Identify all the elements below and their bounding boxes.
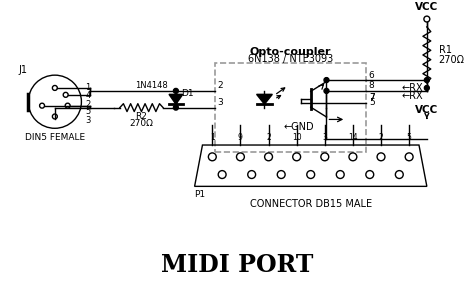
Text: 2: 2 <box>85 100 91 109</box>
Text: DIN5 FEMALE: DIN5 FEMALE <box>25 133 85 142</box>
Text: 2: 2 <box>379 133 383 142</box>
Text: 10: 10 <box>292 133 301 142</box>
Text: Opto-coupler: Opto-coupler <box>250 46 331 57</box>
Polygon shape <box>169 94 183 104</box>
Text: 5: 5 <box>407 133 411 142</box>
Text: 270Ω: 270Ω <box>438 55 465 65</box>
Text: 9: 9 <box>238 133 243 142</box>
Text: ←GND: ←GND <box>283 122 314 132</box>
Text: 14: 14 <box>348 133 358 142</box>
Text: 6N138 / NTE3093: 6N138 / NTE3093 <box>248 54 333 65</box>
Text: 2: 2 <box>218 81 223 91</box>
Text: 1: 1 <box>210 133 215 142</box>
Text: 2: 2 <box>266 133 271 142</box>
Circle shape <box>424 86 429 90</box>
Text: MIDI PORT: MIDI PORT <box>161 253 313 277</box>
Text: 5: 5 <box>369 98 374 107</box>
Text: 3: 3 <box>85 116 91 125</box>
Text: CONNECTOR DB15 MALE: CONNECTOR DB15 MALE <box>250 199 372 209</box>
Text: 3: 3 <box>217 98 223 107</box>
Text: R1: R1 <box>438 45 452 55</box>
Bar <box>215 63 366 152</box>
Text: VCC: VCC <box>415 104 438 115</box>
Circle shape <box>173 105 178 110</box>
Text: 4: 4 <box>85 91 91 100</box>
Text: 5: 5 <box>85 107 91 116</box>
Text: 7: 7 <box>369 93 374 102</box>
Circle shape <box>173 89 178 93</box>
Circle shape <box>324 89 329 93</box>
Text: 3: 3 <box>322 133 327 142</box>
Text: 270Ω: 270Ω <box>129 119 154 128</box>
Text: R2: R2 <box>136 112 147 121</box>
Circle shape <box>324 78 329 83</box>
Text: 1: 1 <box>85 83 91 92</box>
Text: ←RX: ←RX <box>401 91 423 101</box>
Circle shape <box>424 78 429 83</box>
Text: P1: P1 <box>195 190 206 199</box>
Text: D1: D1 <box>181 89 193 98</box>
Text: 6: 6 <box>369 71 374 80</box>
Text: ←RX: ←RX <box>401 83 423 93</box>
Text: 7: 7 <box>369 93 374 102</box>
Polygon shape <box>256 94 273 104</box>
Text: 1N4148: 1N4148 <box>135 81 168 90</box>
Text: 8: 8 <box>369 81 374 91</box>
Text: J1: J1 <box>18 65 27 75</box>
Text: VCC: VCC <box>415 2 438 12</box>
